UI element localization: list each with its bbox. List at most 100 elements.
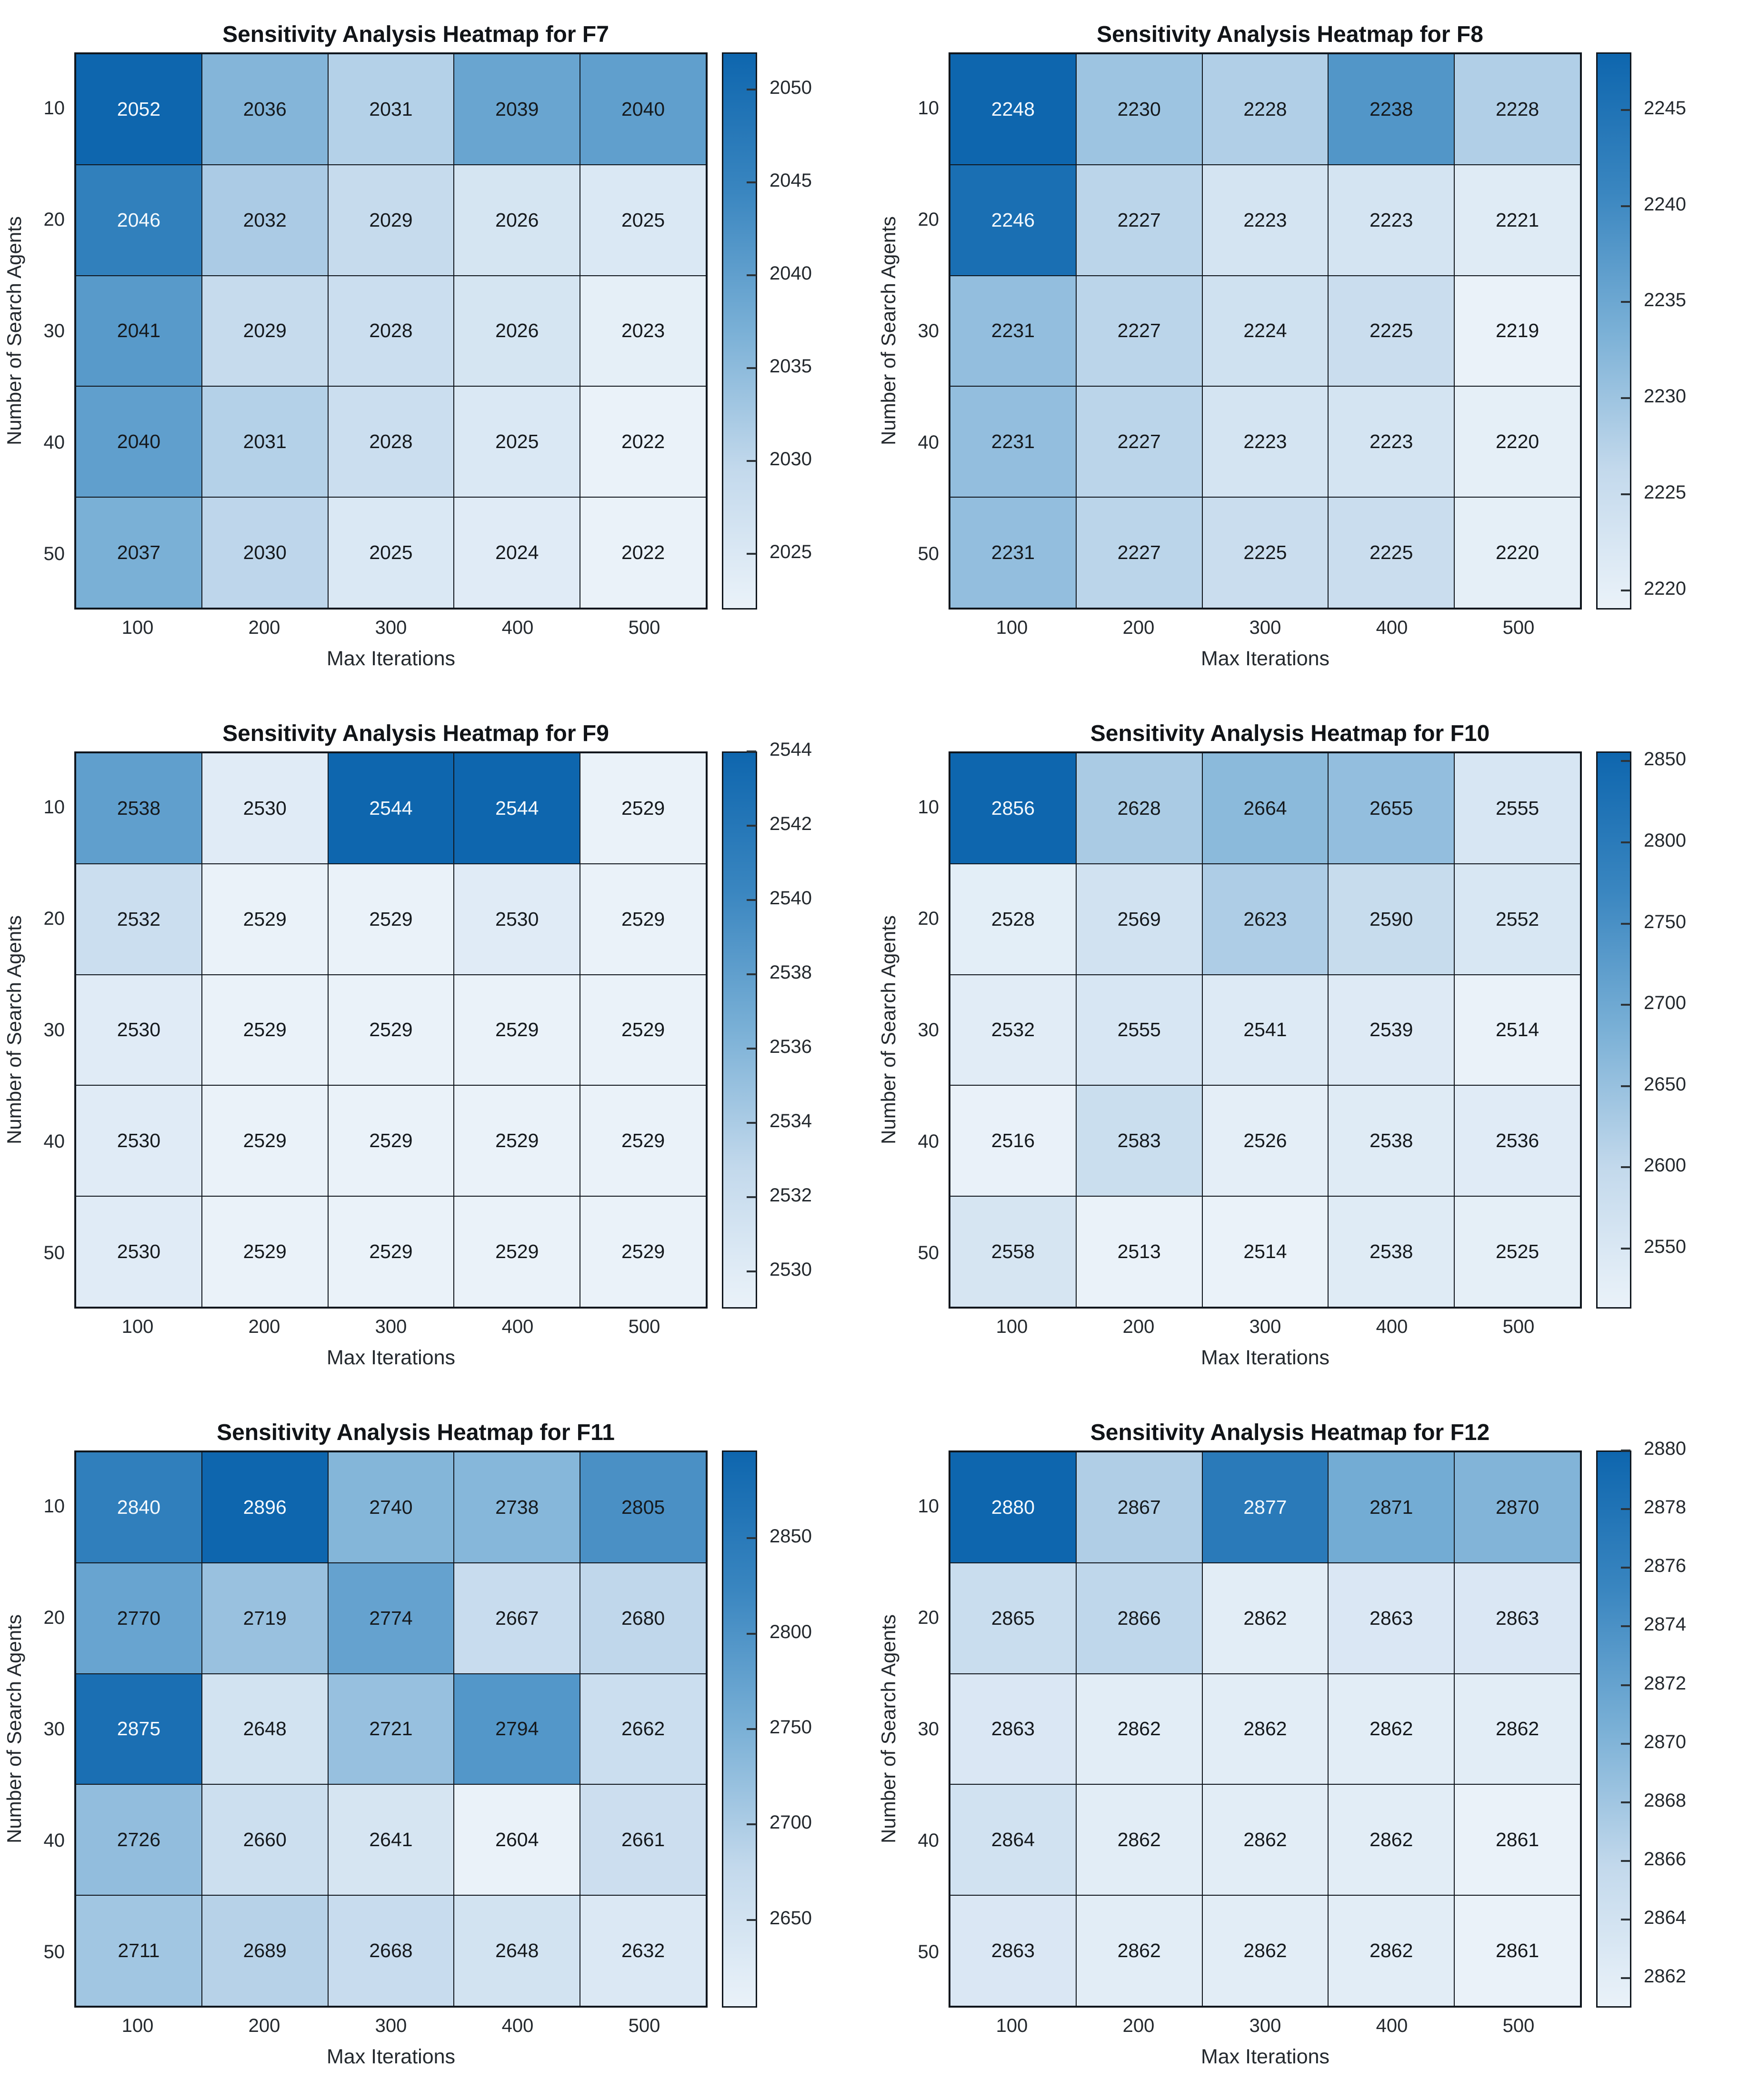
heatmap-cell: 2526 (1202, 1085, 1329, 1197)
colorbar-tick-label: 2235 (1644, 290, 1686, 311)
heatmap-cell: 2774 (328, 1562, 454, 1674)
heatmap-cell: 2532 (950, 974, 1076, 1086)
cell-value: 2514 (1495, 1019, 1539, 1041)
cell-value: 2026 (495, 320, 539, 342)
colorbar-tick-mark (747, 1919, 756, 1921)
x-label-row: Max Iterations (874, 1338, 1749, 1370)
cell-value: 2024 (495, 541, 539, 564)
cell-value: 2862 (1117, 1829, 1161, 1851)
heatmap-cell: 2529 (328, 1085, 454, 1197)
x-tick-row: 100 200 300 400 500 (874, 2008, 1749, 2037)
colorbar-gap (1582, 52, 1596, 610)
colorbar-tick-mark (747, 750, 756, 752)
heatmap-cell: 2664 (1202, 753, 1329, 864)
cell-value: 2863 (991, 1940, 1035, 1962)
spacer (0, 639, 30, 670)
heatmap-cell: 2862 (1076, 1784, 1202, 1896)
x-tick-label: 200 (1122, 1316, 1155, 1337)
y-tick-label: 20 (43, 908, 65, 929)
cell-value: 2529 (369, 1240, 413, 1263)
x-tick-label: 400 (1376, 1316, 1408, 1337)
cell-value: 2628 (1117, 797, 1161, 819)
colorbar-tick-label: 2600 (1644, 1155, 1686, 1176)
cell-value: 2529 (621, 908, 665, 930)
heatmap-cell: 2529 (580, 974, 706, 1086)
heatmap-cell: 2648 (201, 1673, 328, 1785)
y-tick-label: 30 (43, 1019, 65, 1040)
heatmap-cell: 2558 (950, 1196, 1076, 1307)
heatmap-cell: 2662 (580, 1673, 706, 1785)
cell-value: 2228 (1243, 98, 1287, 120)
heatmap-cell: 2689 (201, 1895, 328, 2006)
cell-value: 2863 (1495, 1607, 1539, 1629)
cell-value: 2231 (991, 430, 1035, 453)
y-tick-label: 40 (918, 1830, 939, 1851)
heatmap-cell: 2590 (1328, 863, 1455, 975)
cell-value: 2530 (117, 1130, 160, 1152)
y-tick-label: 10 (918, 1495, 939, 1517)
x-tick-label: 300 (1249, 617, 1281, 638)
heatmap-cell: 2025 (454, 386, 580, 498)
heatmap-cell: 2529 (580, 1196, 706, 1307)
y-axis-label: Number of Search Agents (3, 216, 25, 446)
heatmap-cell: 2248 (950, 54, 1076, 165)
heatmap-cell: 2680 (580, 1562, 706, 1674)
y-tick-labels: 10 20 30 40 50 (905, 1450, 949, 2008)
x-tick-label: 500 (1502, 1316, 1535, 1337)
spacer (0, 2008, 30, 2037)
colorbar-tick-label: 2862 (1644, 1966, 1686, 1987)
heatmap-cell: 2875 (76, 1673, 202, 1785)
heatmap-cell: 2862 (1454, 1673, 1580, 1785)
heatmap-cell: 2655 (1328, 753, 1455, 864)
cell-value: 2856 (991, 797, 1035, 819)
cell-value: 2225 (1369, 541, 1413, 564)
cell-value: 2875 (117, 1718, 160, 1740)
heatmap-cell: 2721 (328, 1673, 454, 1785)
colorbar-tick-mark (1621, 1919, 1630, 1921)
cell-value: 2880 (991, 1496, 1035, 1518)
heatmap-cell: 2862 (1202, 1895, 1329, 2006)
cell-value: 2867 (1117, 1496, 1161, 1518)
x-axis-label: Max Iterations (326, 1346, 456, 1369)
y-tick-label: 40 (43, 1130, 65, 1152)
cell-value: 2590 (1369, 908, 1413, 930)
heatmap-cell: 2530 (454, 863, 580, 975)
cell-value: 2862 (1243, 1940, 1287, 1962)
cell-value: 2544 (369, 797, 413, 819)
heatmap-cell: 2544 (454, 753, 580, 864)
y-tick-labels: 10 20 30 40 50 (30, 52, 74, 610)
heatmap-cell: 2228 (1202, 54, 1329, 165)
heatmap-cell: 2863 (950, 1895, 1076, 2006)
y-tick-label: 20 (43, 209, 65, 230)
panel-title: Sensitivity Analysis Heatmap for F11 (217, 1420, 615, 1445)
heatmap-cell: 2514 (1454, 974, 1580, 1086)
spacer (905, 1309, 949, 1338)
heatmap-cell: 2861 (1454, 1784, 1580, 1896)
heatmap-cell: 2219 (1454, 275, 1580, 387)
heatmap-cell: 2029 (201, 275, 328, 387)
heatmap-cell: 2541 (1202, 974, 1329, 1086)
colorbar-tick-label: 2800 (1644, 830, 1686, 851)
cell-value: 2805 (621, 1496, 665, 1518)
colorbar (722, 52, 757, 610)
colorbar-tick-label: 2850 (1644, 749, 1686, 770)
heatmap-cell: 2031 (201, 386, 328, 498)
colorbar-tick-mark (1621, 1684, 1630, 1686)
colorbar-wrap: 2550 2600 2650 2700 2750 2800 2850 (1596, 749, 1686, 1309)
colorbar-gap (1582, 1450, 1596, 2008)
cell-value: 2862 (1369, 1718, 1413, 1740)
colorbar-tick-mark (747, 899, 756, 901)
colorbar-tick-label: 2800 (770, 1621, 812, 1642)
cell-value: 2031 (369, 98, 413, 120)
y-tick-label: 10 (43, 97, 65, 119)
panel-body: Number of Search Agents 10 20 30 40 50 2840 289… (0, 1450, 874, 2008)
x-tick-labels: 100 200 300 400 500 (74, 1309, 708, 1338)
heatmap-cell: 2862 (1076, 1895, 1202, 2006)
y-tick-label: 10 (43, 1495, 65, 1517)
heatmap-cell: 2628 (1076, 753, 1202, 864)
spacer (0, 2037, 30, 2069)
cell-value: 2227 (1117, 209, 1161, 231)
colorbar-gap (708, 52, 722, 610)
cell-value: 2541 (1243, 1019, 1287, 1041)
colorbar-tick-label: 2045 (770, 170, 812, 191)
